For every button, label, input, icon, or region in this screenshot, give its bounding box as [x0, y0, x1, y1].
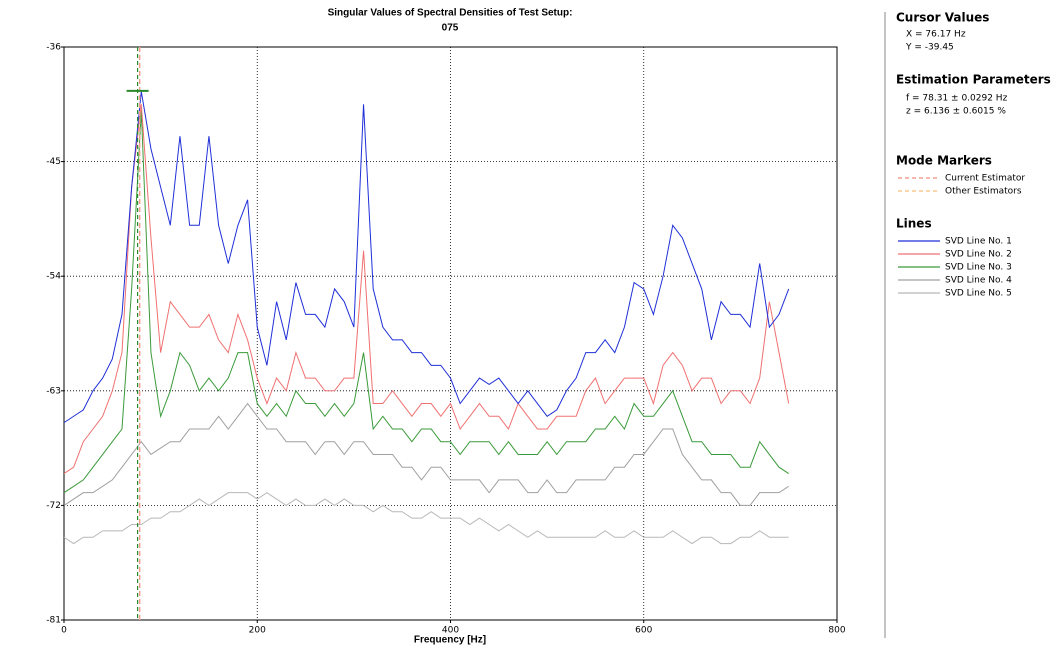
y-tick-label: -36	[46, 43, 61, 53]
panel-text: z = 6.136 ± 0.6015 %	[906, 107, 1006, 117]
x-tick-label: 0	[61, 626, 67, 636]
panel-heading: Mode Markers	[896, 154, 992, 168]
svd-line	[63, 104, 790, 474]
y-tick-label: -54	[46, 272, 61, 282]
legend-label: SVD Line No. 5	[945, 289, 1012, 299]
legend-label: SVD Line No. 3	[945, 263, 1012, 273]
x-tick-label: 800	[828, 626, 845, 636]
x-tick-label: 400	[442, 626, 459, 636]
x-tick-label: 600	[635, 626, 652, 636]
panel-heading: Lines	[896, 217, 932, 231]
y-tick-label: -63	[46, 386, 61, 396]
panel-text: f = 78.31 ± 0.0292 Hz	[906, 94, 1008, 104]
legend-label: SVD Line No. 1	[945, 237, 1012, 247]
svd-line	[63, 91, 790, 424]
chart-subtitle: 075	[442, 23, 459, 34]
panel-text: Y = -39.45	[905, 43, 954, 53]
panel-text: X = 76.17 Hz	[906, 30, 966, 40]
x-axis-label: Frequency [Hz]	[414, 635, 486, 646]
svd-line	[63, 492, 789, 545]
x-tick-label: 200	[249, 626, 266, 636]
panel-heading: Estimation Parameters	[896, 73, 1051, 87]
plot-frame	[63, 46, 838, 621]
panel-heading: Cursor Values	[896, 11, 989, 25]
y-tick-label: -45	[46, 157, 61, 167]
svd-line	[63, 110, 789, 494]
marker-legend-label: Other Estimators	[945, 187, 1022, 197]
legend-label: SVD Line No. 2	[945, 250, 1012, 260]
y-tick-label: -72	[46, 501, 61, 511]
marker-legend-label: Current Estimator	[945, 174, 1025, 184]
chart-title: Singular Values of Spectral Densities of…	[328, 8, 573, 19]
y-tick-label: -81	[46, 616, 61, 626]
legend-label: SVD Line No. 4	[945, 276, 1012, 286]
svd-line	[63, 402, 789, 506]
